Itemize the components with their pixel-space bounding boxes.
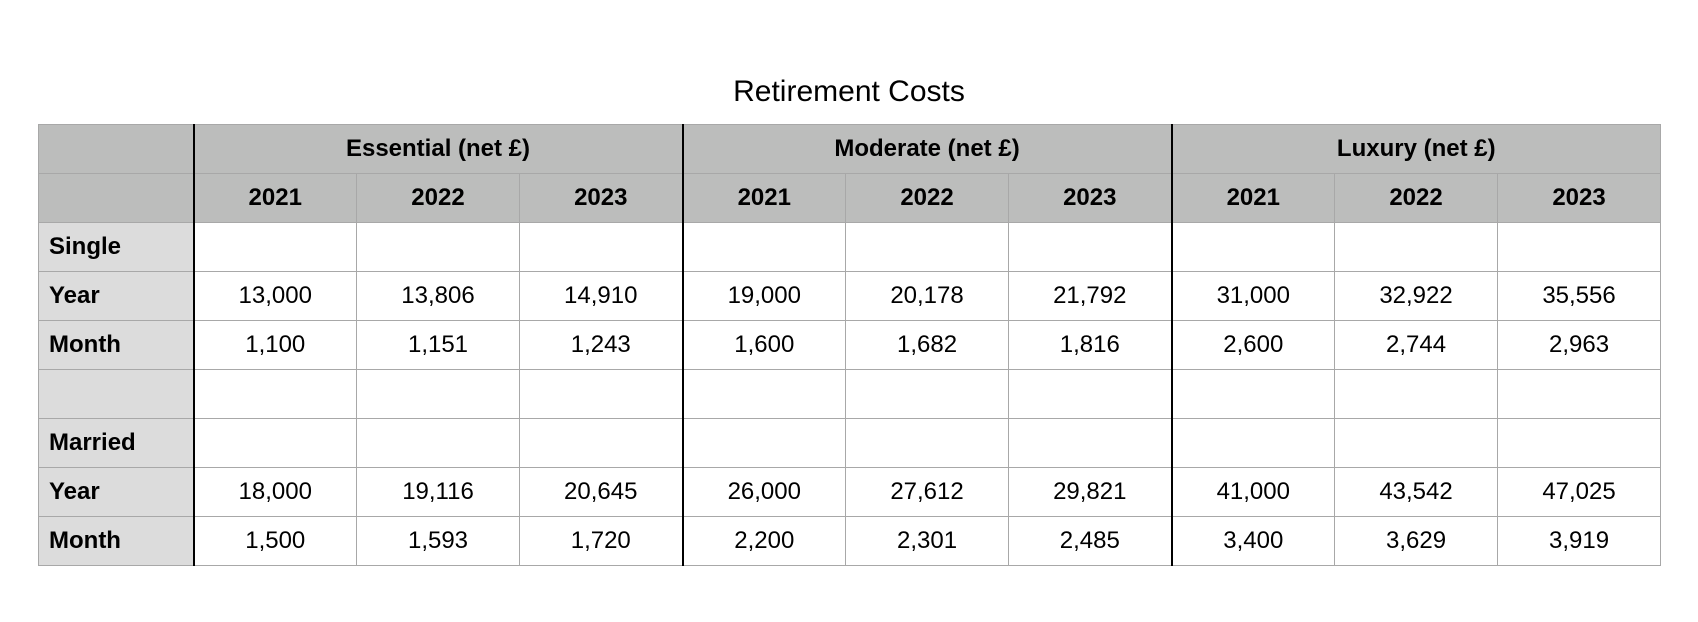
table-cell: 2,963 bbox=[1497, 320, 1662, 370]
table-row: Single bbox=[38, 222, 1662, 272]
table-cell: 47,025 bbox=[1497, 467, 1662, 517]
table-cell bbox=[681, 369, 847, 419]
table-cell bbox=[192, 369, 357, 419]
year-header: 2022 bbox=[1334, 173, 1499, 223]
table-row: Year 18,000 19,116 20,645 26,000 27,612 29,821… bbox=[38, 467, 1662, 517]
table-cell bbox=[1170, 418, 1336, 468]
row-label: Month bbox=[38, 320, 194, 370]
table-cell bbox=[1170, 369, 1336, 419]
year-header: 2021 bbox=[192, 173, 357, 223]
table-cell: 19,116 bbox=[356, 467, 520, 517]
table-cell: 1,500 bbox=[192, 516, 357, 566]
table-cell: 18,000 bbox=[192, 467, 357, 517]
table-cell: 31,000 bbox=[1170, 271, 1336, 321]
table-cell bbox=[518, 222, 684, 272]
table-cell bbox=[1008, 418, 1173, 468]
table-cell bbox=[356, 418, 520, 468]
table-row: Month 1,100 1,151 1,243 1,600 1,682 1,816 2,600… bbox=[38, 320, 1662, 370]
table-cell bbox=[518, 369, 684, 419]
table-cell: 3,919 bbox=[1497, 516, 1662, 566]
table-cell bbox=[845, 222, 1010, 272]
table-row: Month 1,500 1,593 1,720 2,200 2,301 2,485 3,400… bbox=[38, 516, 1662, 566]
table-row bbox=[38, 369, 1662, 419]
table-cell bbox=[1170, 222, 1336, 272]
table-cell: 21,792 bbox=[1008, 271, 1173, 321]
table-row: Year 13,000 13,806 14,910 19,000 20,178 21,792… bbox=[38, 271, 1662, 321]
table-cell: 2,600 bbox=[1170, 320, 1336, 370]
table-cell: 27,612 bbox=[845, 467, 1010, 517]
year-header: 2023 bbox=[518, 173, 684, 223]
table-cell: 26,000 bbox=[681, 467, 847, 517]
table-cell bbox=[1334, 222, 1499, 272]
year-header: 2021 bbox=[681, 173, 847, 223]
table-cell bbox=[356, 369, 520, 419]
row-label: Married bbox=[38, 418, 194, 468]
table-cell: 1,100 bbox=[192, 320, 357, 370]
table-cell: 19,000 bbox=[681, 271, 847, 321]
table-cell bbox=[1497, 369, 1662, 419]
retirement-costs-table: Essential (net £) Moderate (net £) Luxur… bbox=[38, 124, 1662, 566]
row-label: Single bbox=[38, 222, 194, 272]
table-cell bbox=[1497, 222, 1662, 272]
table-cell: 2,200 bbox=[681, 516, 847, 566]
group-header-row: Essential (net £) Moderate (net £) Luxur… bbox=[38, 124, 1662, 174]
table-cell: 13,806 bbox=[356, 271, 520, 321]
table-cell bbox=[845, 418, 1010, 468]
corner-cell bbox=[38, 173, 194, 223]
table-cell: 3,629 bbox=[1334, 516, 1499, 566]
table-cell: 2,744 bbox=[1334, 320, 1499, 370]
table-cell: 1,720 bbox=[518, 516, 684, 566]
table-cell bbox=[681, 418, 847, 468]
page-title: Retirement Costs bbox=[733, 75, 965, 108]
table-cell bbox=[356, 222, 520, 272]
row-label bbox=[38, 369, 194, 419]
table-cell: 20,645 bbox=[518, 467, 684, 517]
table-cell: 3,400 bbox=[1170, 516, 1336, 566]
year-header-row: 2021 2022 2023 2021 2022 2023 2021 2022 … bbox=[38, 173, 1662, 223]
table-body: Single Year 13,000 13,806 14,910 19,000 20,178… bbox=[38, 222, 1662, 566]
table-cell: 20,178 bbox=[845, 271, 1010, 321]
table-cell: 35,556 bbox=[1497, 271, 1662, 321]
table-cell: 1,600 bbox=[681, 320, 847, 370]
year-header: 2022 bbox=[845, 173, 1010, 223]
table-cell bbox=[1008, 369, 1173, 419]
table-cell: 32,922 bbox=[1334, 271, 1499, 321]
table-cell: 29,821 bbox=[1008, 467, 1173, 517]
table-cell: 1,816 bbox=[1008, 320, 1173, 370]
table-cell: 2,485 bbox=[1008, 516, 1173, 566]
table-cell: 14,910 bbox=[518, 271, 684, 321]
table-cell bbox=[1008, 222, 1173, 272]
table-cell bbox=[681, 222, 847, 272]
year-header: 2023 bbox=[1497, 173, 1662, 223]
table-cell: 41,000 bbox=[1170, 467, 1336, 517]
table-cell: 1,593 bbox=[356, 516, 520, 566]
table-cell bbox=[1334, 418, 1499, 468]
table-cell: 1,682 bbox=[845, 320, 1010, 370]
table-cell bbox=[1334, 369, 1499, 419]
table-cell: 1,151 bbox=[356, 320, 520, 370]
table-row: Married bbox=[38, 418, 1662, 468]
table-cell: 1,243 bbox=[518, 320, 684, 370]
table-cell bbox=[1497, 418, 1662, 468]
table-cell bbox=[192, 418, 357, 468]
row-label: Month bbox=[38, 516, 194, 566]
table-cell bbox=[845, 369, 1010, 419]
table-cell: 43,542 bbox=[1334, 467, 1499, 517]
group-header-luxury: Luxury (net £) bbox=[1170, 124, 1662, 174]
table-cell bbox=[192, 222, 357, 272]
table-cell: 13,000 bbox=[192, 271, 357, 321]
group-header-moderate: Moderate (net £) bbox=[681, 124, 1173, 174]
year-header: 2023 bbox=[1008, 173, 1173, 223]
table-cell bbox=[518, 418, 684, 468]
row-label: Year bbox=[38, 467, 194, 517]
year-header: 2022 bbox=[356, 173, 520, 223]
row-label: Year bbox=[38, 271, 194, 321]
group-header-essential: Essential (net £) bbox=[192, 124, 684, 174]
table-cell: 2,301 bbox=[845, 516, 1010, 566]
year-header: 2021 bbox=[1170, 173, 1336, 223]
corner-cell bbox=[38, 124, 194, 174]
